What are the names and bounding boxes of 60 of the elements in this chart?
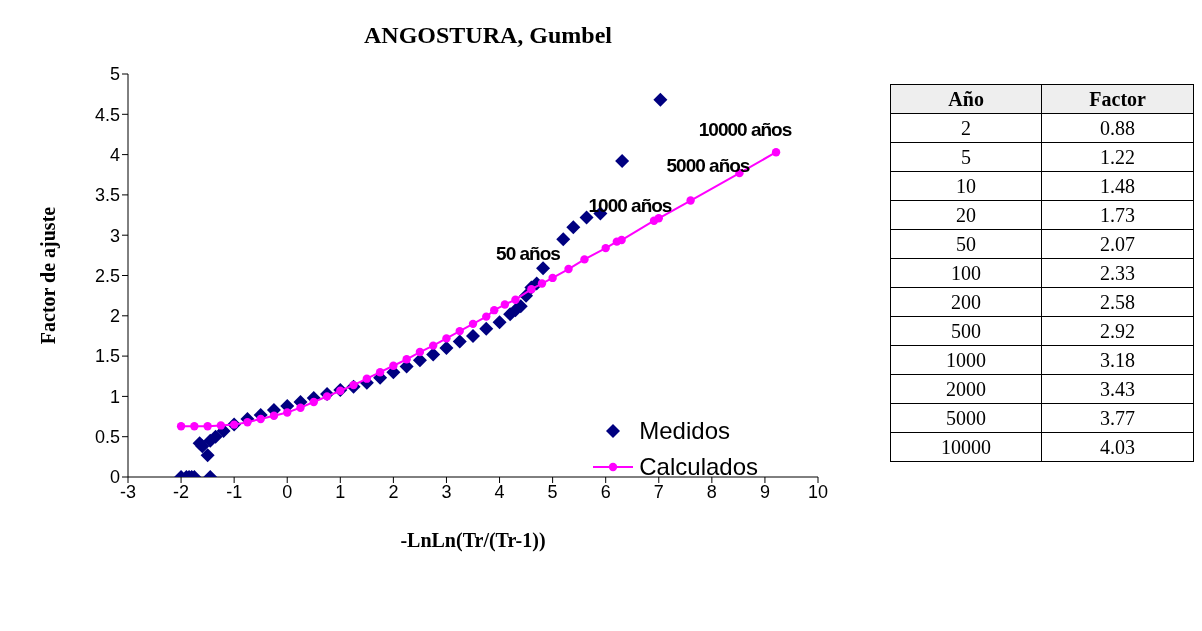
annotation: 5000 años — [666, 155, 750, 177]
category-label: 500 — [890, 316, 1042, 346]
data-label: 1.73 — [1041, 200, 1194, 230]
category-label: 1000 — [890, 345, 1042, 375]
x-tick-label: 10 — [807, 481, 829, 502]
y-tick-label: 1 — [109, 386, 120, 407]
annotation: 1000 años — [588, 195, 672, 217]
x-tick-label: 7 — [653, 481, 664, 502]
y-tick-label: 0 — [109, 467, 120, 488]
legend-label: Medidos — [639, 417, 730, 445]
data-label: 3.43 — [1041, 374, 1194, 404]
data-label: 3.77 — [1041, 403, 1194, 433]
y-tick-label: 5 — [109, 64, 120, 85]
y-tick-label: 4.5 — [94, 104, 120, 125]
y-axis-title: Factor de ajuste — [37, 206, 61, 345]
category-label: 2 — [890, 113, 1042, 143]
category-label: 50 — [890, 229, 1042, 259]
x-tick-label: 8 — [706, 481, 717, 502]
category-label: 100 — [890, 258, 1042, 288]
x-tick-label: -3 — [119, 481, 137, 502]
x-tick-label: 4 — [494, 481, 505, 502]
category-label: 5 — [890, 142, 1042, 172]
x-tick-label: 6 — [600, 481, 611, 502]
data-label: 1.22 — [1041, 142, 1194, 172]
text: Factor — [1041, 84, 1194, 114]
y-tick-label: 2.5 — [94, 265, 120, 286]
legend-label: Calculados — [639, 453, 758, 481]
data-label: 2.07 — [1041, 229, 1194, 259]
data-label: 0.88 — [1041, 113, 1194, 143]
y-tick-label: 3 — [109, 225, 120, 246]
text: Año — [890, 84, 1042, 114]
x-tick-label: -1 — [226, 481, 243, 502]
category-label: 10 — [890, 171, 1042, 201]
annotation: 50 años — [496, 243, 560, 265]
x-tick-label: 0 — [282, 481, 293, 502]
category-label: 20 — [890, 200, 1042, 230]
data-label: 4.03 — [1041, 432, 1194, 462]
category-label: 10000 — [890, 432, 1042, 462]
y-tick-label: 0.5 — [94, 427, 120, 448]
x-axis-title: -LnLn(Tr/(Tr-1)) — [400, 529, 546, 552]
data-label: 2.92 — [1041, 316, 1194, 346]
y-tick-label: 4 — [109, 144, 120, 165]
data-label: 2.33 — [1041, 258, 1194, 288]
category-label: 5000 — [890, 403, 1042, 433]
category-label: 200 — [890, 287, 1042, 317]
chart-title: ANGOSTURA, Gumbel — [363, 22, 613, 49]
x-tick-label: -2 — [173, 481, 190, 502]
annotation: 10000 años — [698, 119, 792, 141]
x-tick-label: 3 — [441, 481, 452, 502]
x-tick-label: 5 — [547, 481, 558, 502]
x-tick-label: 2 — [388, 481, 399, 502]
y-tick-label: 2 — [109, 306, 120, 327]
category-label: 2000 — [890, 374, 1042, 404]
data-label: 2.58 — [1041, 287, 1194, 317]
y-tick-label: 3.5 — [94, 185, 120, 206]
x-tick-label: 9 — [759, 481, 770, 502]
x-tick-label: 1 — [335, 481, 346, 502]
y-tick-label: 1.5 — [94, 346, 120, 367]
data-label: 1.48 — [1041, 171, 1194, 201]
data-label: 3.18 — [1041, 345, 1194, 375]
